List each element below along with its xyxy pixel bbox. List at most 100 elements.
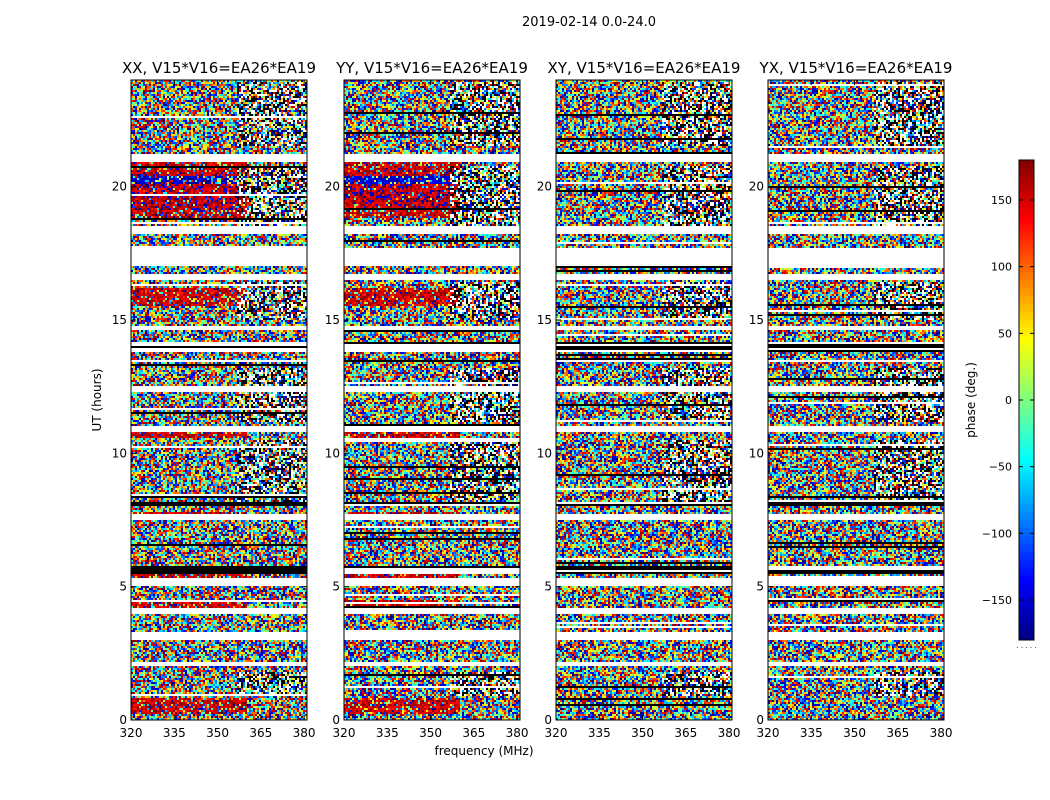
cell: [237, 84, 239, 86]
cell: [287, 88, 289, 90]
cell: [299, 82, 301, 84]
cell: [175, 86, 177, 88]
cell: [273, 88, 275, 90]
cell: [143, 84, 145, 86]
cell: [175, 84, 177, 86]
cell: [213, 84, 215, 86]
cell: [173, 88, 175, 90]
cell: [241, 82, 243, 84]
cell: [235, 82, 237, 84]
cell: [179, 82, 181, 84]
cell: [259, 88, 261, 90]
cell: [243, 82, 245, 84]
cell: [147, 88, 149, 90]
cell: [211, 88, 213, 90]
cell: [179, 86, 181, 88]
cell: [207, 86, 209, 88]
cell: [247, 90, 249, 92]
cell: [193, 84, 195, 86]
cell: [291, 88, 293, 90]
cell: [175, 88, 177, 90]
cell: [215, 88, 217, 90]
cell: [223, 84, 225, 86]
cell: [231, 86, 233, 88]
cell: [279, 84, 281, 86]
cell: [269, 84, 271, 86]
cell: [157, 86, 159, 88]
cell: [235, 84, 237, 86]
cell: [289, 88, 291, 90]
cell: [233, 84, 235, 86]
cell: [293, 84, 295, 86]
cell: [151, 86, 153, 88]
cell: [179, 90, 181, 92]
cell: [261, 84, 263, 86]
cell: [267, 82, 269, 84]
cell: [243, 90, 245, 92]
cell: [275, 82, 277, 84]
cell: [231, 82, 233, 84]
cell: [243, 86, 245, 88]
cell: [175, 82, 177, 84]
cell: [205, 90, 207, 92]
cell: [203, 86, 205, 88]
cell: [275, 88, 277, 90]
cell: [235, 86, 237, 88]
cell: [277, 88, 279, 90]
cell: [249, 90, 251, 92]
cell: [281, 84, 283, 86]
cell: [169, 90, 171, 92]
cell: [155, 86, 157, 88]
cell: [249, 84, 251, 86]
cell: [241, 90, 243, 92]
cell: [157, 82, 159, 84]
cell: [301, 82, 303, 84]
cell: [187, 88, 189, 90]
cell: [229, 84, 231, 86]
cell: [169, 86, 171, 88]
cell: [195, 88, 197, 90]
cell: [157, 90, 159, 92]
cell: [133, 86, 135, 88]
cell: [299, 86, 301, 88]
cell: [223, 90, 225, 92]
cell: [153, 82, 155, 84]
cell: [217, 90, 219, 92]
cell: [197, 88, 199, 90]
cell: [221, 88, 223, 90]
cell: [187, 90, 189, 92]
cell: [225, 86, 227, 88]
cell: [205, 84, 207, 86]
cell: [289, 86, 291, 88]
cell: [245, 82, 247, 84]
cell: [233, 88, 235, 90]
cell: [219, 84, 221, 86]
cell: [245, 84, 247, 86]
cell: [145, 90, 147, 92]
cell: [201, 84, 203, 86]
cell: [189, 82, 191, 84]
cell: [243, 88, 245, 90]
cell: [207, 88, 209, 90]
cell: [181, 82, 183, 84]
cell: [137, 84, 139, 86]
cell: [291, 84, 293, 86]
cell: [183, 90, 185, 92]
cell: [163, 86, 165, 88]
cell: [153, 90, 155, 92]
cell: [185, 84, 187, 86]
cell: [227, 88, 229, 90]
cell: [139, 90, 141, 92]
cell: [271, 86, 273, 88]
cell: [141, 90, 143, 92]
cell: [137, 86, 139, 88]
cell: [181, 90, 183, 92]
cell: [167, 84, 169, 86]
cell: [151, 82, 153, 84]
cell: [143, 86, 145, 88]
cell: [277, 86, 279, 88]
cell: [147, 84, 149, 86]
cell: [179, 84, 181, 86]
cell: [253, 86, 255, 88]
cell: [251, 86, 253, 88]
